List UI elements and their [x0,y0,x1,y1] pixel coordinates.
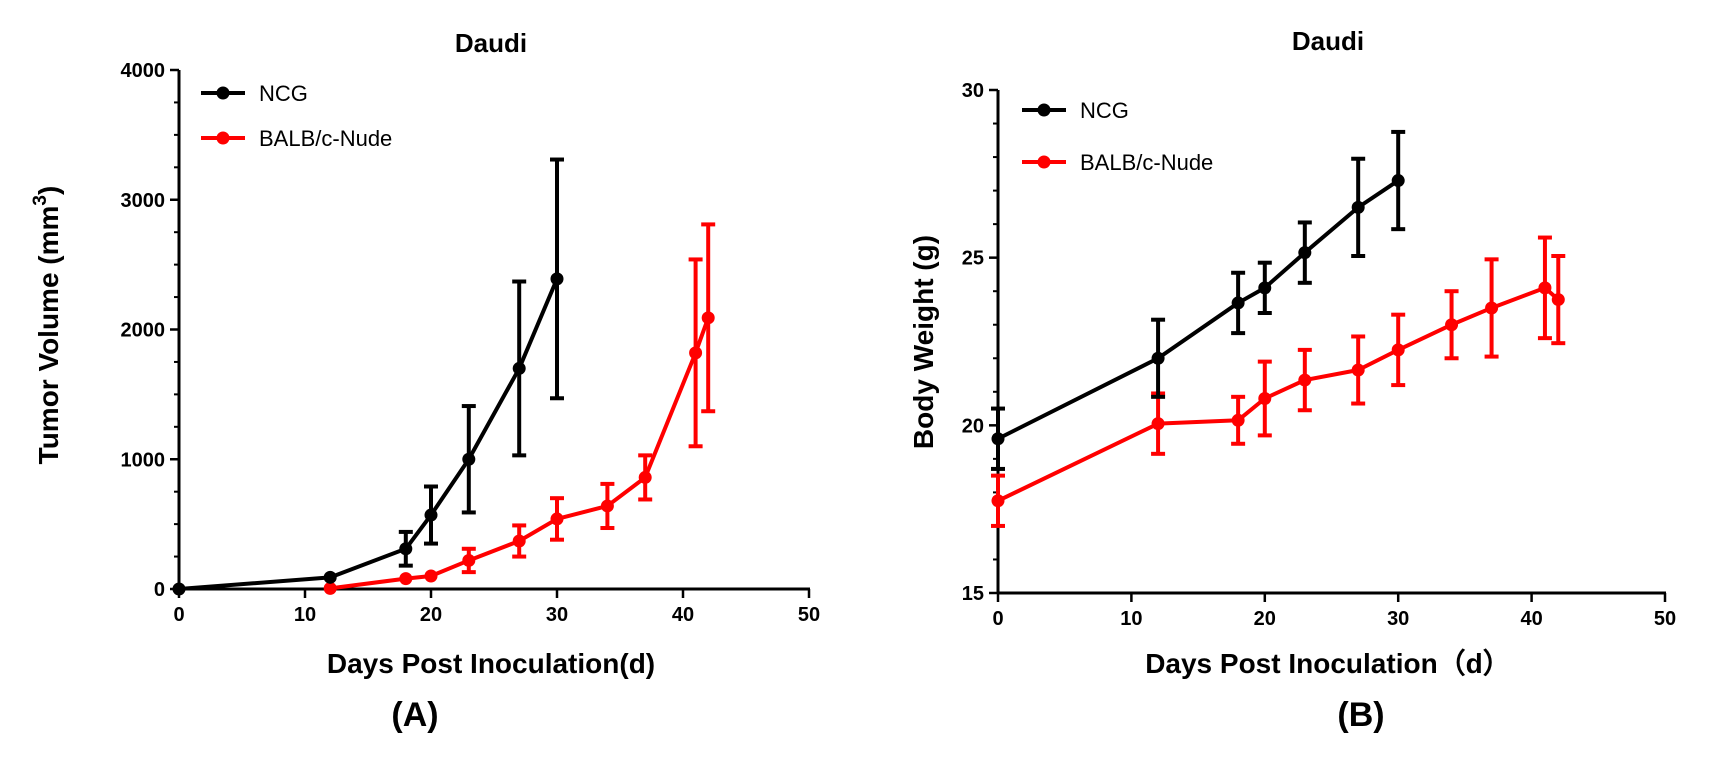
panel-a-data-point [512,534,526,548]
panel-b-series-line-ncg [997,178,1400,441]
panel-b-data-point [991,432,1005,446]
panel-a-y-tick-label: 3000 [121,190,166,212]
panel-a-x-tick-label: 20 [420,604,442,626]
panel-a-x-tick-label: 50 [798,604,820,626]
panel-b-legend-label: BALB/c-Nude [1080,150,1213,175]
panel-a-x-axis-label: Days Post Inoculation(d) [327,648,655,679]
panel-b-series-ncg [991,129,1406,471]
panel-a-data-point [424,569,438,583]
panel-b-data-point [1445,318,1459,332]
panel-a-data-point [399,572,413,586]
panel-b-x-axis-label: Days Post Inoculation（d） [1145,647,1511,679]
panel-b-x-tick-label: 0 [992,608,1003,630]
panel-b-chart: Daudi Body Weight (g) Days Post Inoculat… [908,26,1676,734]
panel-a-data-point [689,346,703,360]
panel-b-legend-item-ncg: NCG [1022,98,1129,123]
panel-b-legend-marker [1037,103,1051,117]
panel-a-data-point [638,470,652,484]
panel-b-data-point [1231,413,1245,427]
panel-b-series-balb-c-nude [991,235,1566,528]
panel-a-series-line-ncg [178,278,559,591]
panel-b-legend-item-balb-c-nude: BALB/c-Nude [1022,150,1213,175]
panel-a-legend: NCG BALB/c-Nude [201,81,392,151]
panel-b-data-point [991,494,1005,508]
panel-b-x-tick-label: 40 [1520,608,1542,630]
panel-b-data-point [1258,392,1272,406]
panel-b-data-point [1351,363,1365,377]
panel-a-legend-marker [216,86,230,100]
panel-a-chart: Daudi Tumor Volume (mm3) Days Post Inocu… [30,28,820,734]
panel-a-y-tick-label: 0 [154,579,165,601]
panel-a-data-point [550,512,564,526]
panel-b-data-point [1351,200,1365,214]
panel-a-data-point [550,272,564,286]
panel-b-data-point [1538,281,1552,295]
panel-b-data-point [1298,246,1312,260]
panel-a-y-axis-label: Tumor Volume (mm3) [30,186,64,465]
panel-a-label: (A) [391,696,438,734]
panel-b-x-tick-label: 20 [1254,608,1276,630]
panel-a-plot-area: 0 10 20 30 40 50 0 1000 2000 3000 4000 [121,60,821,626]
panel-a-y-tick-label: 2000 [121,320,166,342]
panel-a-x-tick-label: 0 [173,604,184,626]
panel-b-y-tick-label: 25 [962,248,984,270]
panel-b-data-point [1151,351,1165,365]
panel-a-data-point [172,582,186,596]
panel-a-legend-label: BALB/c-Nude [259,126,392,151]
panel-a-series-balb-c-nude [323,222,716,595]
panel-a-data-point [600,499,614,513]
panel-b-y-tick-label: 20 [962,415,984,437]
panel-a-data-point [323,570,337,584]
panel-a-x-tick-label: 10 [294,604,316,626]
panel-a-data-point [323,581,337,595]
panel-a-data-point [512,361,526,375]
panel-a-title: Daudi [455,28,527,58]
panel-a-legend-item-ncg: NCG [201,81,308,106]
panel-b-data-point [1485,301,1499,315]
panel-b-data-point [1151,417,1165,431]
panel-a-data-point [462,553,476,567]
panel-b-legend-marker [1037,155,1051,169]
panel-a-series-ncg [172,157,564,596]
panel-a-data-point [701,311,715,325]
panel-a-data-point [424,508,438,522]
panel-b-x-tick-label: 50 [1654,608,1676,630]
panel-b-legend: NCG BALB/c-Nude [1022,98,1213,175]
panel-a-data-point [399,542,413,556]
panel-a-legend-marker [216,131,230,145]
panel-b-label: (B) [1337,696,1384,734]
panel-a-legend-label: NCG [259,81,308,106]
panel-a-y-tick-label: 1000 [121,449,166,471]
panel-b-x-tick-label: 30 [1387,608,1409,630]
panel-a-series-line-balb-c-nude [329,317,711,591]
panel-b-y-axis-label: Body Weight (g) [908,235,939,449]
panel-a-data-point [462,452,476,466]
panel-b-data-point [1391,343,1405,357]
panel-b-data-point [1391,174,1405,188]
panel-b-title: Daudi [1292,26,1364,56]
panel-b-data-point [1298,373,1312,387]
panel-b-data-point [1258,281,1272,295]
panel-a-x-tick-label: 40 [672,604,694,626]
panel-b-y-tick-label: 30 [962,80,984,102]
panel-a-y-tick-label: 4000 [121,60,166,82]
panel-b-y-tick-label: 15 [962,583,984,605]
panel-a-legend-item-balb-c-nude: BALB/c-Nude [201,126,392,151]
panel-b-plot-area: 0 10 20 30 40 50 15 20 25 30 [962,80,1676,630]
panel-b-data-point [1231,296,1245,310]
panel-b-data-point [1551,293,1565,307]
panel-b-x-tick-label: 10 [1120,608,1142,630]
panel-b-legend-label: NCG [1080,98,1129,123]
panel-a-x-tick-label: 30 [546,604,568,626]
